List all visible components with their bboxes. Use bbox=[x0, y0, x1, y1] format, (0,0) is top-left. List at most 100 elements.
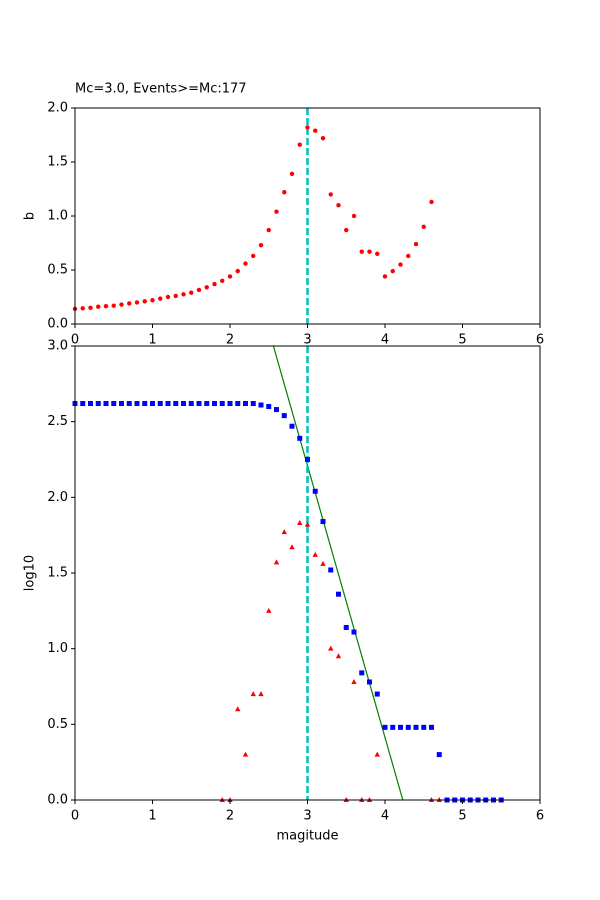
circle-marker bbox=[251, 253, 256, 259]
circle-marker bbox=[336, 203, 341, 208]
circle-marker bbox=[243, 261, 248, 266]
circle-marker bbox=[359, 249, 364, 254]
triangle-marker bbox=[374, 751, 380, 757]
triangle-marker bbox=[320, 560, 326, 566]
square-marker bbox=[421, 724, 427, 730]
square-marker bbox=[343, 624, 349, 630]
triangle-marker bbox=[351, 678, 357, 684]
fit-line bbox=[272, 346, 404, 800]
square-marker bbox=[126, 401, 132, 407]
circle-marker bbox=[189, 290, 194, 295]
circle-marker bbox=[142, 299, 147, 304]
square-marker bbox=[258, 402, 264, 408]
circle-marker bbox=[212, 281, 217, 287]
square-marker bbox=[134, 401, 140, 407]
y-tick-label: 2.0 bbox=[47, 101, 68, 116]
circle-marker bbox=[227, 274, 233, 279]
circle-marker bbox=[344, 227, 349, 233]
circle-marker bbox=[235, 268, 240, 274]
square-marker bbox=[243, 401, 248, 407]
x-axis-label: magitude bbox=[276, 829, 338, 844]
plot-area bbox=[272, 346, 404, 800]
triangle-marker bbox=[235, 706, 241, 712]
square-marker bbox=[413, 724, 419, 730]
circle-marker bbox=[328, 192, 333, 197]
square-marker bbox=[188, 401, 194, 407]
square-marker bbox=[173, 401, 179, 407]
square-marker bbox=[80, 401, 86, 407]
circle-marker bbox=[406, 253, 411, 259]
triangle-marker bbox=[289, 544, 295, 550]
circle-marker bbox=[367, 249, 372, 254]
x-tick-label: 6 bbox=[536, 809, 544, 824]
square-marker bbox=[359, 670, 365, 676]
circle-marker bbox=[258, 242, 264, 248]
square-marker bbox=[289, 423, 295, 429]
x-tick-label: 0 bbox=[71, 809, 79, 824]
square-marker bbox=[390, 724, 396, 730]
circle-marker bbox=[305, 125, 310, 130]
circle-marker bbox=[127, 301, 132, 306]
square-marker bbox=[367, 679, 372, 685]
circle-marker bbox=[150, 298, 155, 303]
square-marker bbox=[142, 401, 148, 407]
square-marker bbox=[320, 519, 326, 525]
circle-marker bbox=[119, 302, 124, 307]
circle-marker bbox=[282, 190, 287, 195]
circle-marker bbox=[421, 224, 426, 229]
y-tick-label: 3.0 bbox=[47, 339, 68, 354]
circle-marker bbox=[429, 199, 434, 205]
square-marker bbox=[429, 724, 434, 730]
circle-marker bbox=[351, 213, 357, 219]
chart-title: Mc=3.0, Events>=Mc:177 bbox=[75, 82, 247, 97]
triangle-marker bbox=[242, 751, 249, 757]
triangle-marker bbox=[297, 520, 303, 526]
x-tick-label: 4 bbox=[381, 809, 389, 824]
square-marker bbox=[266, 404, 272, 410]
x-tick-label: 1 bbox=[148, 333, 156, 348]
square-marker bbox=[111, 401, 117, 407]
circle-marker bbox=[88, 305, 93, 310]
y-tick-label: 0.5 bbox=[47, 717, 68, 732]
y-axis-label: log10 bbox=[23, 555, 38, 591]
circle-marker bbox=[289, 171, 295, 177]
circle-marker bbox=[382, 274, 388, 279]
y-tick-label: 2.0 bbox=[47, 490, 68, 505]
y-tick-label: 1.0 bbox=[47, 209, 68, 224]
circle-marker bbox=[134, 300, 140, 305]
x-tick-label: 2 bbox=[226, 333, 234, 348]
square-marker bbox=[204, 401, 210, 407]
circle-marker bbox=[320, 136, 326, 141]
circle-marker bbox=[111, 303, 116, 308]
square-marker bbox=[227, 401, 233, 407]
x-tick-label: 0 bbox=[71, 333, 79, 348]
x-tick-label: 1 bbox=[148, 809, 156, 824]
square-marker bbox=[336, 591, 341, 597]
circle-marker bbox=[158, 296, 163, 301]
circle-marker bbox=[220, 278, 225, 283]
y-tick-label: 1.0 bbox=[47, 641, 68, 656]
square-marker bbox=[274, 407, 279, 413]
square-marker bbox=[212, 401, 217, 407]
circle-marker bbox=[313, 128, 318, 133]
circle-marker bbox=[173, 293, 178, 299]
circle-marker bbox=[196, 287, 202, 293]
square-marker bbox=[181, 401, 186, 407]
y-tick-label: 0.0 bbox=[47, 317, 68, 332]
circle-marker bbox=[375, 251, 380, 256]
circle-marker bbox=[390, 268, 395, 274]
y-tick-label: 0.5 bbox=[47, 263, 68, 278]
circle-marker bbox=[103, 303, 109, 309]
triangle-marker bbox=[281, 529, 287, 535]
square-marker bbox=[119, 401, 124, 407]
circle-marker bbox=[274, 209, 279, 214]
x-tick-label: 3 bbox=[303, 333, 311, 348]
y-tick-label: 2.5 bbox=[47, 414, 68, 429]
triangle-marker bbox=[266, 607, 272, 613]
square-marker bbox=[88, 401, 93, 407]
x-tick-label: 5 bbox=[458, 333, 466, 348]
y-tick-label: 0.0 bbox=[47, 793, 68, 808]
square-marker bbox=[312, 488, 318, 494]
